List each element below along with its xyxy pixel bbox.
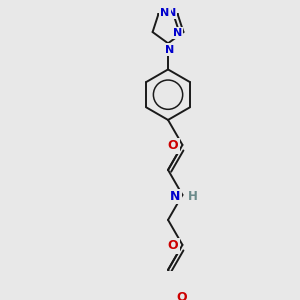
Text: O: O [168, 140, 178, 152]
Text: H: H [188, 190, 197, 203]
Text: N: N [167, 8, 176, 18]
Text: N: N [160, 8, 170, 18]
Text: N: N [165, 45, 175, 55]
Text: O: O [176, 291, 187, 300]
Text: N: N [170, 190, 180, 203]
Text: N: N [172, 28, 182, 38]
Text: O: O [168, 239, 178, 252]
